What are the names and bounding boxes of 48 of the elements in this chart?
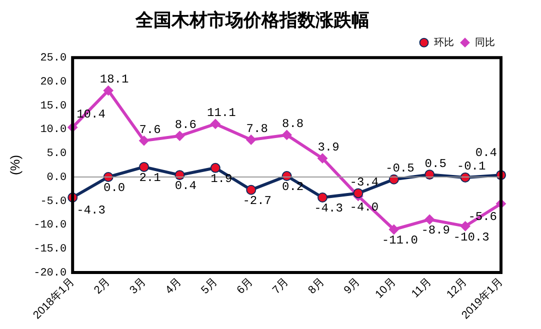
- data-label: 8.6: [174, 118, 197, 132]
- data-label: 18.1: [100, 72, 129, 87]
- data-label: 8.8: [282, 117, 304, 132]
- legend-label: 同比: [475, 36, 495, 48]
- x-tick-label: 8月: [306, 276, 327, 297]
- data-label: -0.1: [456, 160, 486, 174]
- data-label: -4.3: [76, 204, 106, 218]
- data-label: 0.4: [174, 179, 197, 194]
- data-label: 1.9: [210, 172, 232, 186]
- y-tick-label: 20.0: [40, 76, 67, 88]
- x-tick-label: 9月: [342, 276, 362, 297]
- y-tick-label: -10.0: [34, 220, 67, 232]
- x-tick-label: 11月: [410, 276, 434, 300]
- data-label: -4.3: [314, 202, 343, 216]
- data-label: -0.5: [385, 162, 414, 176]
- y-tick-label: 5.0: [46, 148, 67, 160]
- x-tick-label: 6月: [234, 276, 256, 297]
- x-tick-label: 3月: [128, 276, 148, 297]
- legend-label: 环比: [434, 36, 454, 48]
- y-tick-label: 10.0: [40, 124, 67, 136]
- data-label: 7.8: [246, 122, 268, 136]
- data-label: 2.1: [139, 171, 161, 186]
- y-tick-label: 25.0: [40, 52, 67, 65]
- data-label: -3.4: [350, 175, 379, 190]
- y-tick-label: -15.0: [34, 244, 67, 256]
- data-label: 0.4: [475, 146, 497, 160]
- data-label: -8.9: [421, 224, 450, 238]
- y-tick-label: -20.0: [34, 267, 67, 280]
- data-label: 3.9: [318, 140, 340, 155]
- y-axis-title: (%): [7, 154, 22, 176]
- y-tick-label: 15.0: [40, 100, 67, 112]
- x-tick-label: 5月: [199, 276, 220, 297]
- data-label: 0.2: [282, 180, 304, 194]
- data-label: 7.6: [139, 122, 161, 137]
- data-label: 0.0: [104, 181, 126, 196]
- x-tick-label: 12月: [444, 276, 470, 301]
- y-tick-label: 0.0: [46, 172, 67, 184]
- x-tick-label: 7月: [270, 276, 292, 297]
- data-label: 11.1: [206, 106, 236, 120]
- data-label: 0.5: [424, 156, 446, 171]
- y-tick-label: -5.0: [40, 196, 67, 208]
- x-tick-label: 4月: [163, 276, 184, 297]
- chart-title: 全国木材市场价格指数涨跌幅: [134, 10, 370, 30]
- data-label: -11.0: [382, 234, 418, 248]
- x-tick-label: 2月: [92, 276, 113, 297]
- data-label: -10.3: [453, 230, 490, 244]
- data-label: -2.7: [242, 194, 272, 208]
- x-tick-label: 10月: [373, 276, 398, 301]
